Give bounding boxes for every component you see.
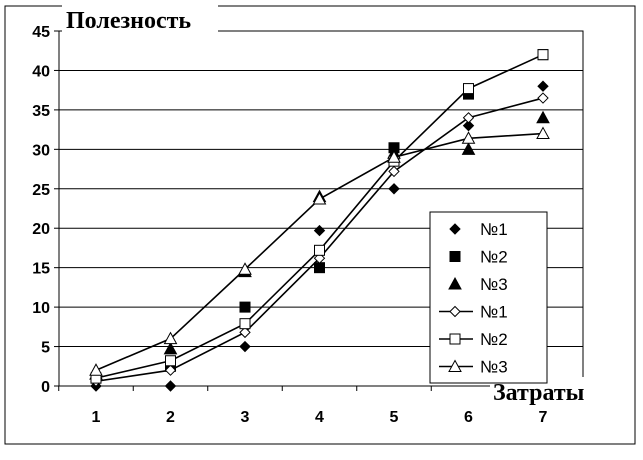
- series-6: [89, 126, 550, 376]
- y-tick-label: 40: [32, 63, 50, 80]
- x-axis-title: Затраты: [493, 380, 585, 406]
- y-tick-label: 45: [32, 24, 50, 41]
- data-point: [163, 331, 178, 345]
- data-point: [238, 262, 252, 275]
- x-tick-label: 3: [241, 409, 250, 426]
- legend-label: №3: [480, 358, 508, 377]
- data-point: [165, 355, 176, 367]
- data-point: [313, 252, 326, 264]
- x-tick-label: 4: [315, 409, 324, 426]
- x-tick-label: 1: [92, 409, 101, 426]
- y-tick-label: 15: [32, 261, 50, 278]
- data-point: [537, 49, 549, 61]
- data-point: [536, 126, 550, 140]
- data-point: [164, 380, 177, 392]
- legend-marker: [449, 305, 461, 318]
- legend-label: №3: [480, 275, 508, 294]
- data-point: [164, 364, 177, 376]
- data-point: [463, 83, 474, 95]
- plot-area: [58, 30, 584, 387]
- data-point: [313, 224, 326, 237]
- data-point: [536, 110, 550, 124]
- x-tick-label: 6: [464, 409, 473, 426]
- data-point: [239, 318, 251, 330]
- legend-label: №2: [480, 248, 508, 267]
- data-point: [239, 326, 251, 339]
- y-axis-ticks: 0 5 10 15 20 25 30 35 40 45: [32, 24, 59, 396]
- y-tick-label: 35: [32, 103, 50, 120]
- y-tick-label: 30: [32, 142, 50, 159]
- legend-label: №2: [480, 330, 508, 349]
- data-point: [462, 112, 475, 124]
- y-tick-label: 0: [41, 379, 50, 396]
- legend-marker: [449, 333, 461, 345]
- x-tick-label: 2: [166, 409, 175, 426]
- data-point: [388, 183, 400, 195]
- data-point: [239, 301, 251, 313]
- data-point: [239, 340, 251, 353]
- x-tick-label: 5: [390, 409, 399, 426]
- legend-box: [429, 211, 548, 384]
- data-point: [312, 191, 327, 205]
- data-point: [537, 80, 549, 92]
- data-point: [314, 244, 325, 256]
- y-axis-title: Полезность: [66, 8, 191, 34]
- data-point: [461, 131, 476, 144]
- data-point: [388, 165, 400, 178]
- y-tick-label: 25: [32, 182, 50, 199]
- y-tick-label: 5: [41, 340, 50, 357]
- legend-marker: [448, 359, 462, 372]
- legend-marker: [449, 251, 461, 262]
- x-tick-label: 7: [539, 409, 548, 426]
- series-4: [90, 92, 549, 387]
- y-title-backdrop: [62, 5, 218, 35]
- legend-marker: [449, 223, 461, 235]
- data-point: [163, 341, 178, 355]
- series: [89, 49, 550, 392]
- data-point: [387, 150, 401, 163]
- legend-label: №1: [480, 220, 508, 239]
- y-tick-label: 20: [32, 221, 50, 238]
- data-point: [537, 92, 549, 104]
- legend-marker: [448, 276, 462, 290]
- data-point: [462, 119, 475, 132]
- data-point: [461, 142, 476, 155]
- data-point: [89, 363, 103, 376]
- legend: №1 №2 №3 №1 №2 №3: [429, 211, 548, 384]
- y-tick-label: 10: [32, 300, 50, 317]
- data-point: [314, 262, 325, 274]
- legend-label: №1: [480, 303, 508, 322]
